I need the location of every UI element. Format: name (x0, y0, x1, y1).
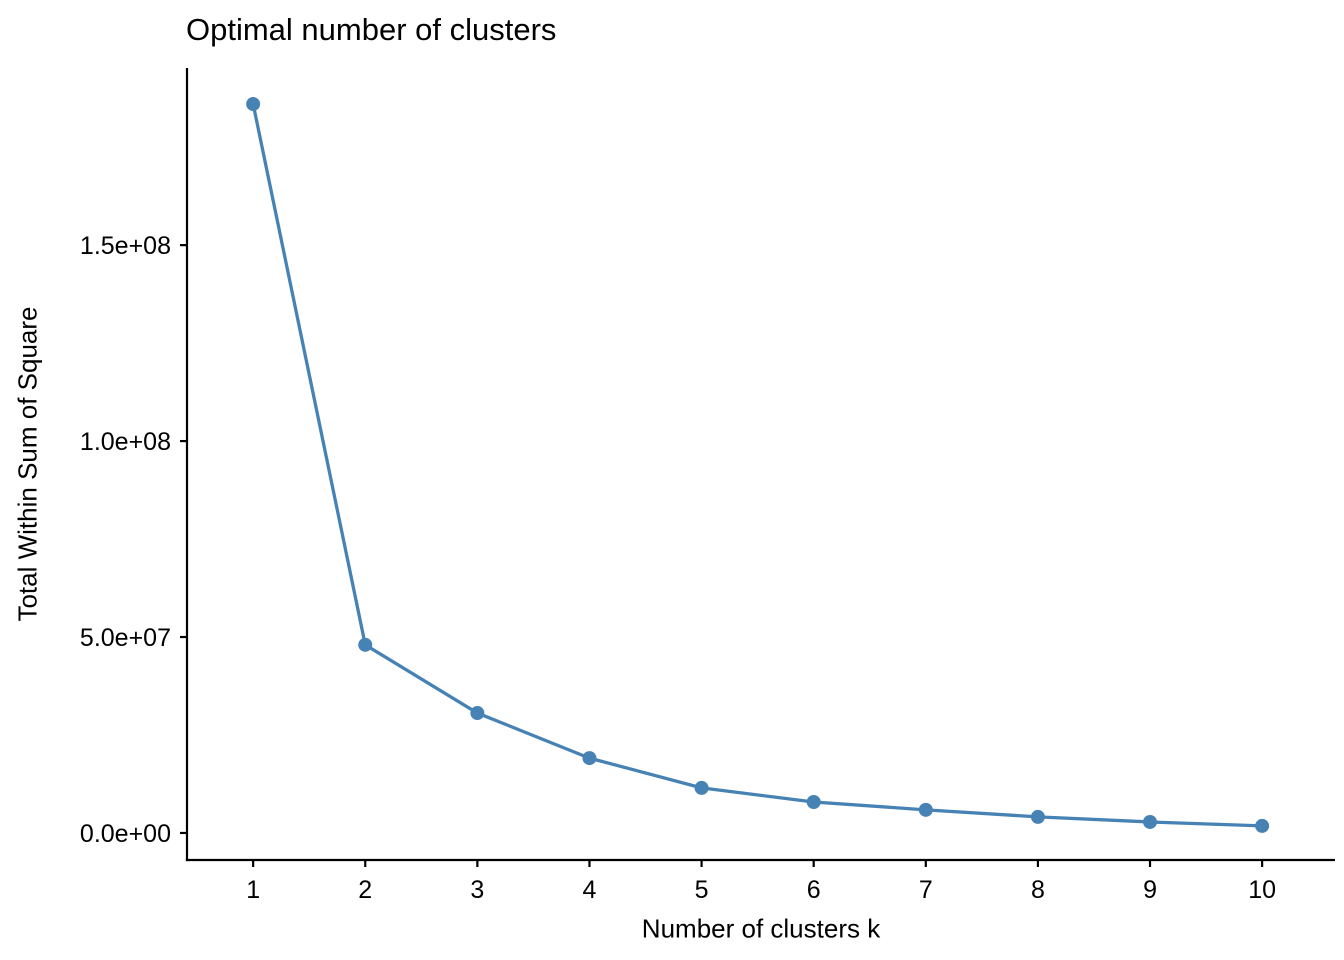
data-point (358, 637, 373, 652)
x-tick-label: 10 (1248, 876, 1276, 904)
y-tick-label: 1.5e+08 (80, 232, 171, 260)
x-tick-label: 3 (470, 876, 484, 904)
x-tick-label: 6 (807, 876, 821, 904)
data-point (582, 751, 597, 766)
x-tick-label: 7 (919, 876, 933, 904)
data-line (251, 103, 1263, 828)
plot-title: Optimal number of clusters (186, 12, 557, 47)
x-tick-label: 2 (358, 876, 372, 904)
data-point (806, 795, 821, 810)
data-point (246, 97, 261, 112)
y-tick-label: 1.0e+08 (80, 428, 171, 456)
data-point (918, 802, 933, 817)
y-tick-label: 5.0e+07 (80, 624, 171, 652)
y-tick-label: 0.0e+00 (80, 820, 171, 848)
x-tick-label: 4 (583, 876, 597, 904)
x-axis-title: Number of clusters k (641, 913, 881, 944)
x-tick-label: 1 (246, 876, 260, 904)
x-tick-label: 8 (1031, 876, 1045, 904)
data-point (1255, 818, 1270, 833)
x-tick-label: 5 (695, 876, 709, 904)
data-point (1143, 814, 1158, 829)
x-tick-label: 9 (1143, 876, 1157, 904)
data-point (1030, 809, 1045, 824)
data-point (470, 706, 485, 721)
data-point (694, 780, 709, 795)
